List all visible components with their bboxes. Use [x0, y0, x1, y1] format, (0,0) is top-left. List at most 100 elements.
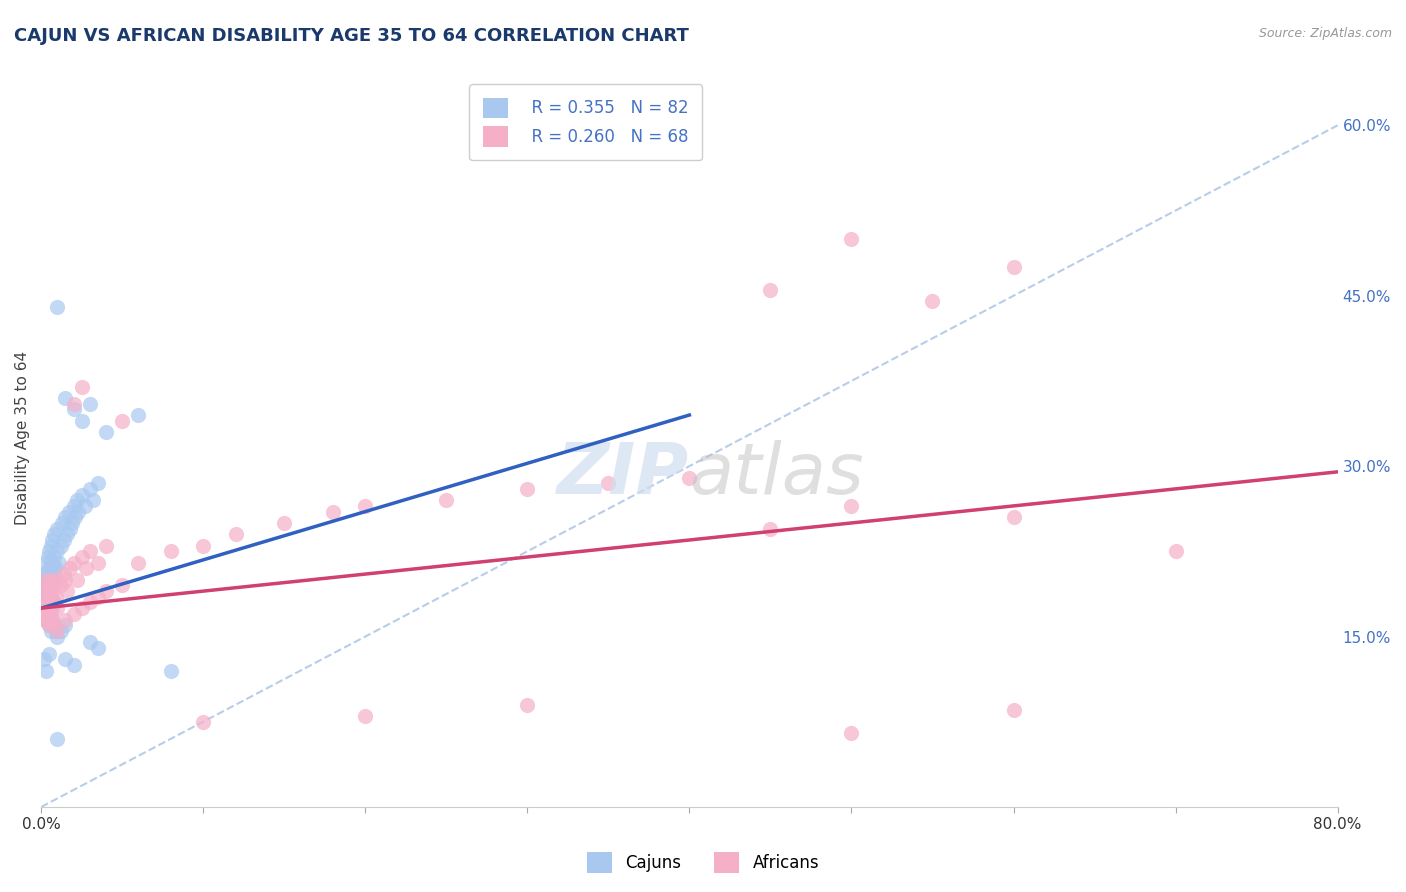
Point	[58, 505, 80, 519]
Point	[35, 556, 58, 570]
Point	[34, 567, 56, 582]
Point	[35, 584, 58, 599]
Point	[322, 505, 344, 519]
Point	[38, 561, 60, 575]
Point	[841, 232, 863, 246]
Point	[41, 584, 63, 599]
Point	[193, 539, 215, 553]
Point	[38, 544, 60, 558]
Point	[60, 516, 83, 530]
Point	[62, 556, 84, 570]
Point	[38, 584, 60, 599]
Point	[66, 493, 89, 508]
Point	[35, 573, 58, 587]
Point	[34, 590, 56, 604]
Point	[35, 664, 58, 678]
Point	[35, 613, 58, 627]
Point	[82, 493, 104, 508]
Point	[759, 283, 782, 297]
Point	[31, 590, 53, 604]
Point	[38, 601, 60, 615]
Point	[70, 414, 93, 428]
Point	[46, 300, 69, 314]
Point	[34, 613, 56, 627]
Point	[35, 607, 58, 621]
Point	[41, 601, 63, 615]
Point	[516, 698, 538, 712]
Point	[38, 595, 60, 609]
Point	[56, 527, 79, 541]
Point	[37, 584, 59, 599]
Point	[45, 590, 67, 604]
Point	[35, 573, 58, 587]
Point	[34, 595, 56, 609]
Point	[42, 595, 65, 609]
Point	[34, 601, 56, 615]
Point	[62, 402, 84, 417]
Point	[37, 590, 59, 604]
Point	[70, 601, 93, 615]
Point	[37, 573, 59, 587]
Point	[46, 544, 69, 558]
Point	[70, 379, 93, 393]
Point	[31, 578, 53, 592]
Point	[45, 624, 67, 638]
Point	[39, 590, 62, 604]
Point	[70, 487, 93, 501]
Point	[79, 595, 101, 609]
Point	[94, 425, 117, 439]
Point	[42, 578, 65, 592]
Point	[34, 607, 56, 621]
Point	[273, 516, 295, 530]
Point	[52, 567, 75, 582]
Point	[46, 573, 69, 587]
Point	[49, 578, 72, 592]
Point	[45, 561, 67, 575]
Point	[59, 522, 82, 536]
Point	[841, 499, 863, 513]
Point	[42, 618, 65, 632]
Point	[1002, 260, 1025, 275]
Point	[55, 510, 77, 524]
Point	[87, 590, 110, 604]
Point	[42, 561, 65, 575]
Point	[73, 499, 96, 513]
Point	[87, 640, 110, 655]
Point	[62, 499, 84, 513]
Point	[841, 726, 863, 740]
Point	[41, 613, 63, 627]
Point	[87, 476, 110, 491]
Point	[354, 709, 377, 723]
Point	[67, 505, 90, 519]
Point	[79, 397, 101, 411]
Point	[46, 630, 69, 644]
Legend:   R = 0.355   N = 82,   R = 0.260   N = 68: R = 0.355 N = 82, R = 0.260 N = 68	[470, 84, 702, 160]
Point	[516, 482, 538, 496]
Point	[37, 613, 59, 627]
Point	[62, 397, 84, 411]
Point	[62, 657, 84, 672]
Point	[39, 573, 62, 587]
Point	[52, 533, 75, 547]
Text: CAJUN VS AFRICAN DISABILITY AGE 35 TO 64 CORRELATION CHART: CAJUN VS AFRICAN DISABILITY AGE 35 TO 64…	[14, 27, 689, 45]
Point	[35, 590, 58, 604]
Text: atlas: atlas	[689, 440, 865, 509]
Point	[41, 567, 63, 582]
Point	[678, 470, 700, 484]
Point	[37, 549, 59, 564]
Point	[49, 539, 72, 553]
Point	[39, 539, 62, 553]
Point	[42, 618, 65, 632]
Y-axis label: Disability Age 35 to 64: Disability Age 35 to 64	[15, 351, 30, 524]
Point	[51, 516, 73, 530]
Point	[921, 294, 943, 309]
Point	[225, 527, 247, 541]
Point	[193, 714, 215, 729]
Point	[41, 613, 63, 627]
Point	[46, 624, 69, 638]
Point	[38, 618, 60, 632]
Text: ZIP: ZIP	[557, 440, 689, 509]
Text: Source: ZipAtlas.com: Source: ZipAtlas.com	[1258, 27, 1392, 40]
Point	[42, 595, 65, 609]
Point	[31, 601, 53, 615]
